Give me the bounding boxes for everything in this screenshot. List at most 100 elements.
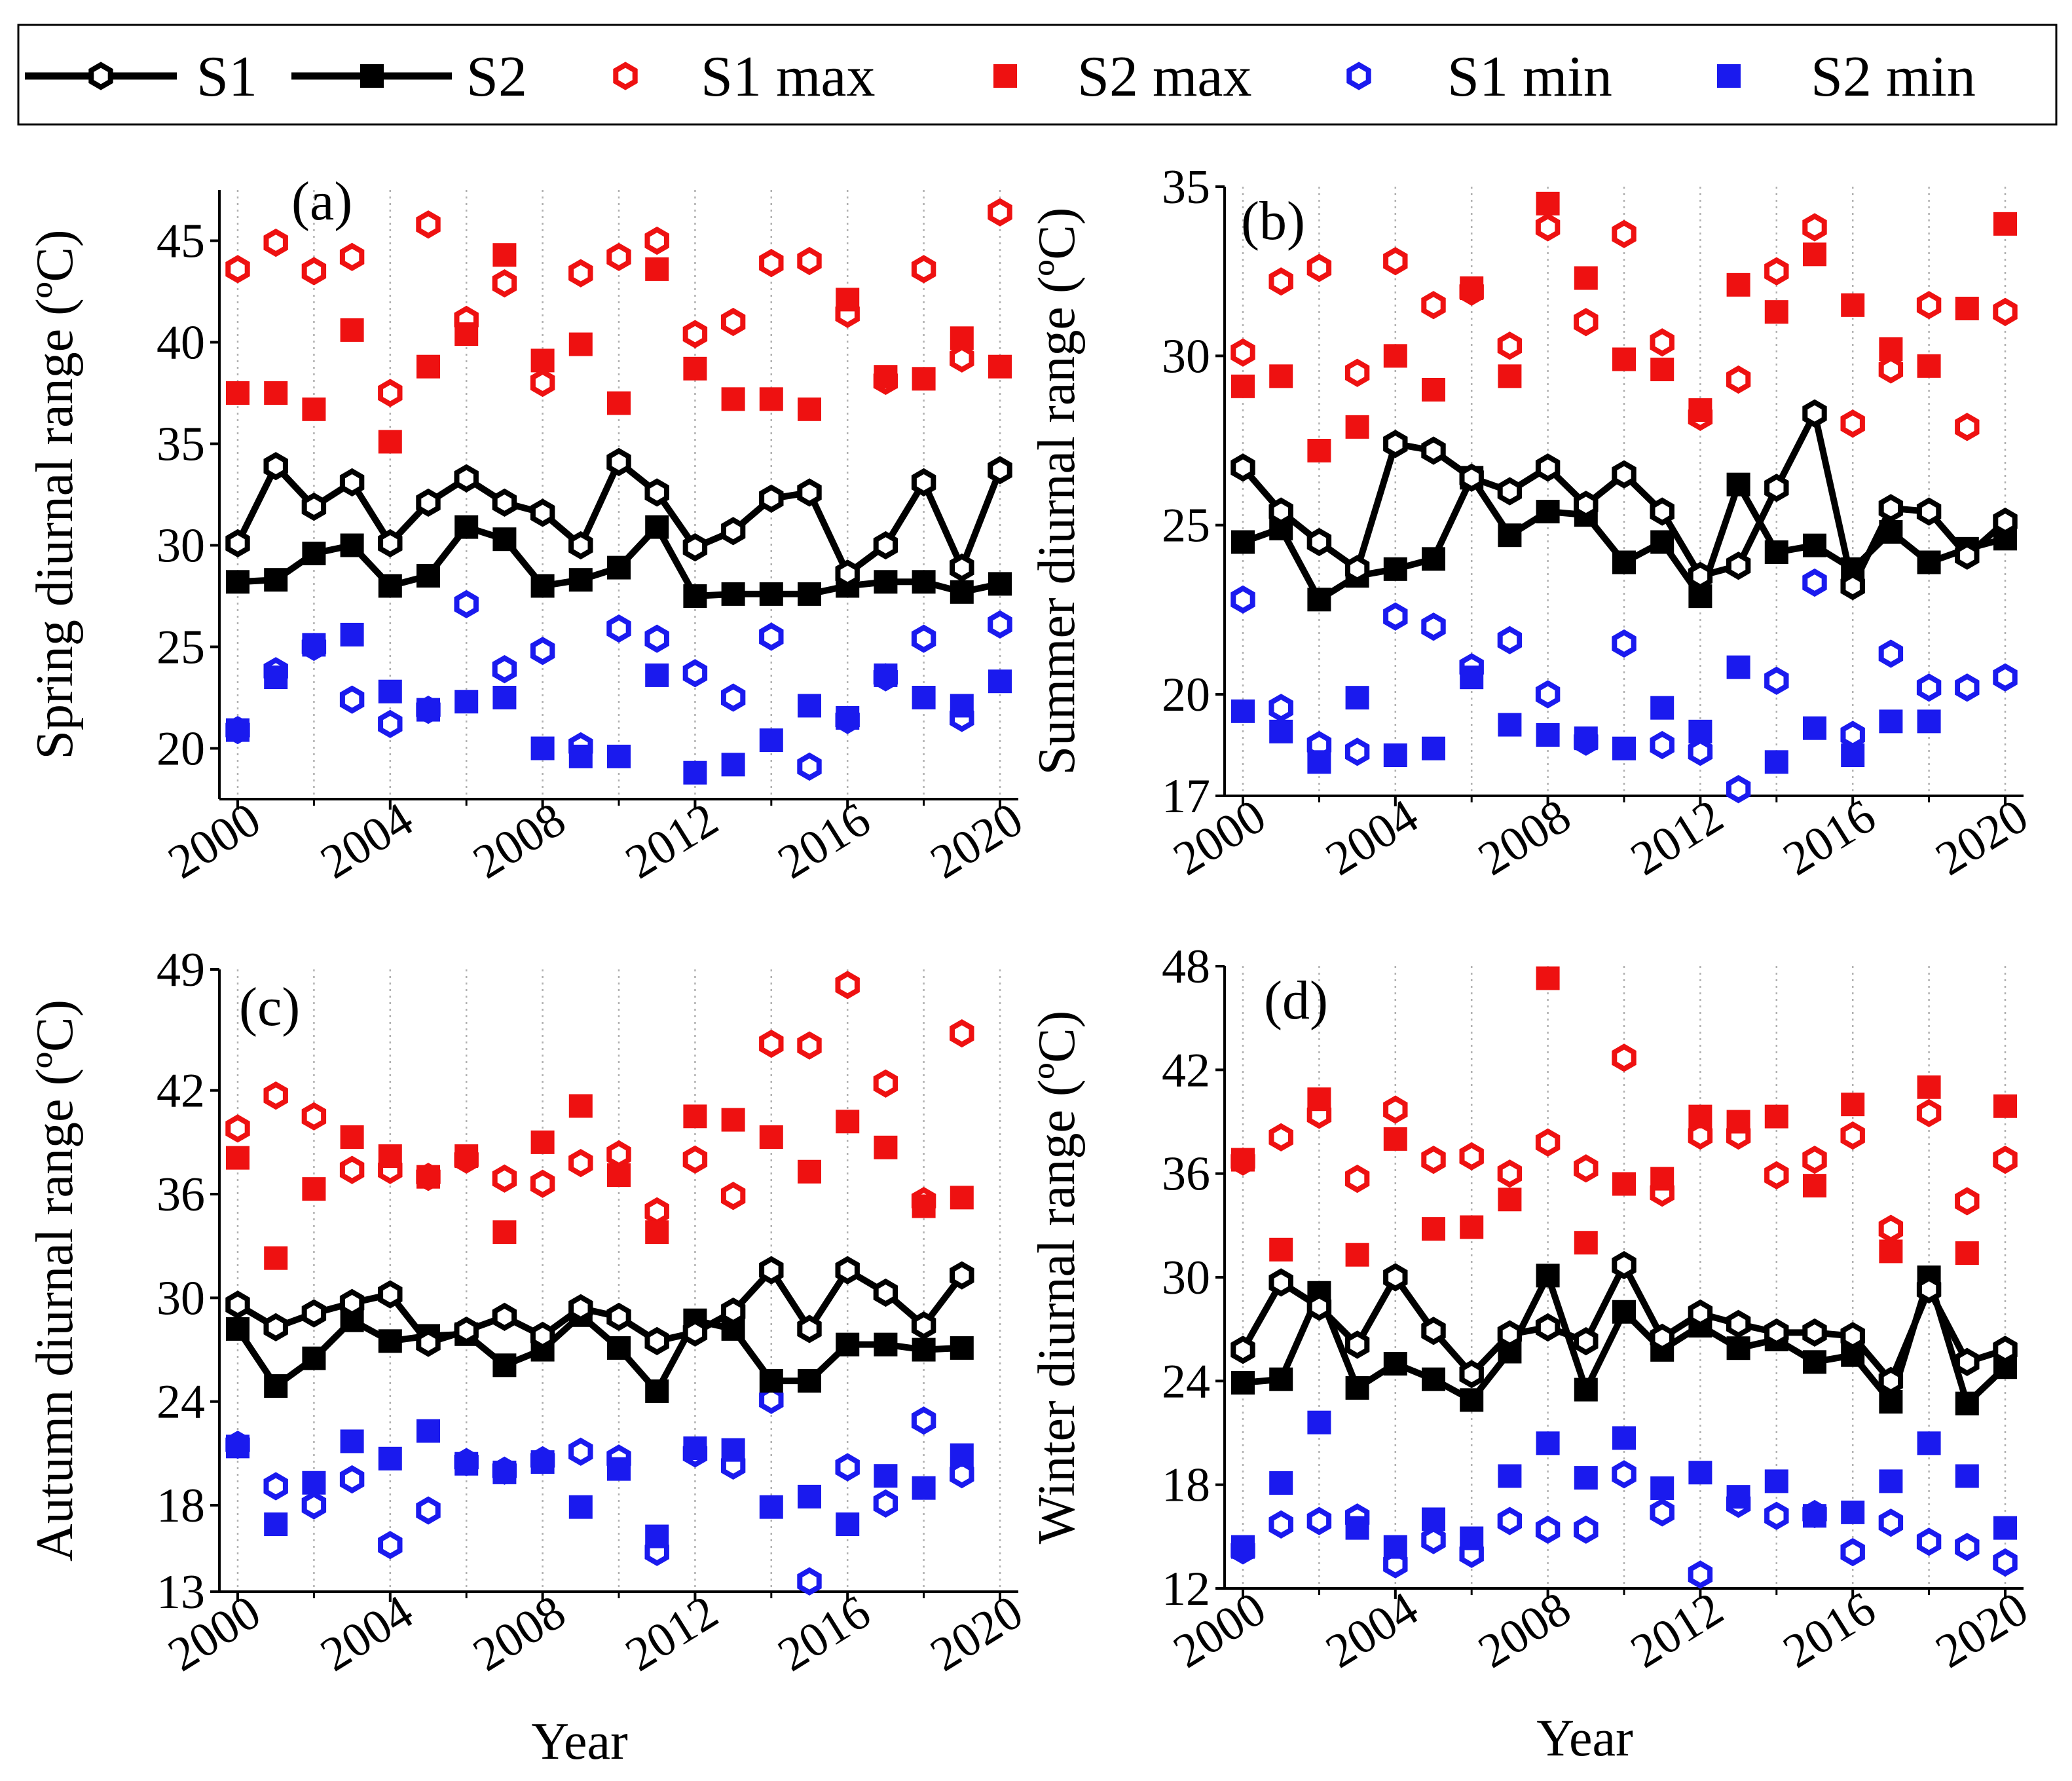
data-point-s2: [1612, 550, 1636, 574]
data-point-s2-max: [378, 430, 402, 454]
data-point-s1: [378, 529, 403, 558]
data-point-s2: [1383, 1351, 1407, 1376]
data-point-s1-max: [1383, 1095, 1408, 1124]
data-point-s2-min: [1269, 1471, 1293, 1495]
data-point-s1-min: [835, 1453, 860, 1482]
data-point-s1: [339, 468, 365, 497]
data-point-s2-min: [1879, 709, 1903, 734]
data-point-s1-max: [1688, 1121, 1713, 1150]
data-point-s2: [530, 574, 555, 598]
data-point-s2-min: [1764, 750, 1788, 774]
data-point-s1: [682, 533, 708, 562]
data-point-s1-min: [797, 1567, 822, 1596]
series-s1-max: [1230, 1043, 2018, 1243]
data-point-s2-max: [264, 381, 288, 405]
data-point-s2-max: [607, 1163, 631, 1188]
data-point-s1-max: [606, 242, 631, 271]
data-point-s1: [1612, 1250, 1637, 1280]
data-point-s2-max: [1803, 1174, 1826, 1198]
data-point-s2-max: [1764, 300, 1788, 324]
data-point-s2-max: [1307, 439, 1331, 462]
data-point-s2: [1307, 588, 1331, 612]
data-point-s2-max: [1498, 1188, 1522, 1212]
data-point-s2: [607, 555, 631, 580]
panel-label: (d): [1264, 970, 1328, 1031]
data-point-s2-max: [1536, 191, 1560, 216]
data-point-s2-max: [1345, 415, 1369, 439]
data-point-s1-max: [339, 1155, 365, 1184]
data-point-s1: [1993, 1336, 2018, 1364]
data-point-s1-max: [950, 1019, 974, 1048]
legend-marker-s2: [360, 64, 384, 88]
data-point-s1: [606, 447, 631, 477]
data-point-s1: [1916, 1275, 1942, 1304]
data-point-s2-min: [1574, 1466, 1598, 1490]
data-point-s1-max: [1612, 1043, 1637, 1072]
y-tick-label: 49: [157, 943, 205, 997]
data-point-s1-min: [1955, 673, 1980, 702]
data-point-s1-min: [1497, 1507, 1523, 1535]
data-point-s1: [1574, 1326, 1599, 1356]
data-point-s2-min: [416, 698, 440, 722]
data-point-s1-min: [1230, 585, 1255, 614]
data-point-s1-max: [568, 1148, 593, 1178]
data-point-s1-max: [1916, 1098, 1942, 1127]
y-tick-label: 25: [1162, 499, 1210, 553]
data-point-s1: [1230, 1336, 1255, 1364]
data-point-s1: [1764, 474, 1789, 502]
data-point-s1-min: [759, 622, 784, 651]
legend-marker-s1: [88, 62, 113, 90]
panel-label: (b): [1241, 191, 1305, 252]
legend-item-s1: S1: [25, 45, 257, 109]
data-point-s2-max: [1345, 1243, 1369, 1267]
data-point-s1: [1344, 555, 1370, 584]
data-point-s2: [1536, 500, 1560, 523]
data-point-s2-min: [874, 663, 898, 687]
data-point-s1-min: [644, 624, 669, 653]
series-s1: [225, 1256, 974, 1357]
data-point-s2: [340, 533, 364, 557]
data-point-s1-max: [1497, 331, 1523, 360]
data-point-s1-min: [416, 1496, 441, 1525]
data-point-s2-max: [1612, 1172, 1636, 1196]
data-point-s1-max: [644, 226, 669, 255]
series-s1: [1230, 399, 2018, 601]
data-point-s2-max: [1498, 364, 1522, 388]
data-point-s2-min: [1383, 743, 1407, 767]
y-tick-label: 25: [157, 621, 205, 675]
data-point-s2-max: [530, 1130, 555, 1154]
data-point-s2-max: [226, 1146, 250, 1170]
data-point-s2: [1955, 1391, 1979, 1415]
data-point-s2: [492, 527, 517, 552]
data-point-s1: [1840, 1322, 1865, 1351]
data-point-s2-max: [568, 1094, 593, 1118]
data-point-s1: [1268, 1268, 1293, 1297]
data-point-s1-max: [530, 368, 555, 398]
data-point-s1-max: [1878, 355, 1904, 384]
data-point-s1: [720, 517, 746, 546]
data-point-s1-min: [492, 654, 517, 684]
data-point-s2-max: [454, 1144, 479, 1168]
data-point-s1-min: [1650, 1498, 1674, 1527]
data-point-s1-min: [1688, 1560, 1713, 1589]
y-tick-label: 48: [1162, 940, 1210, 994]
data-point-s2-max: [1269, 1237, 1293, 1262]
data-point-s2-max: [454, 322, 479, 347]
data-point-s2-min: [1422, 736, 1445, 760]
data-point-s1-min: [1993, 663, 2018, 692]
data-point-s2-max: [1879, 337, 1903, 361]
data-point-s2-max: [1650, 1167, 1674, 1191]
data-point-s1-max: [1344, 1164, 1370, 1193]
data-point-s1-max: [568, 259, 593, 288]
data-point-s1-max: [1955, 413, 1980, 441]
y-tick-label: 18: [157, 1479, 205, 1533]
data-point-s2: [645, 1379, 669, 1403]
data-point-s1-min: [1916, 1528, 1942, 1556]
data-point-s2-max: [1726, 1110, 1750, 1134]
data-point-s2-max: [1803, 242, 1826, 267]
data-point-s1-min: [1383, 602, 1408, 631]
data-point-s2: [607, 1336, 631, 1360]
data-point-s1: [1535, 453, 1561, 482]
